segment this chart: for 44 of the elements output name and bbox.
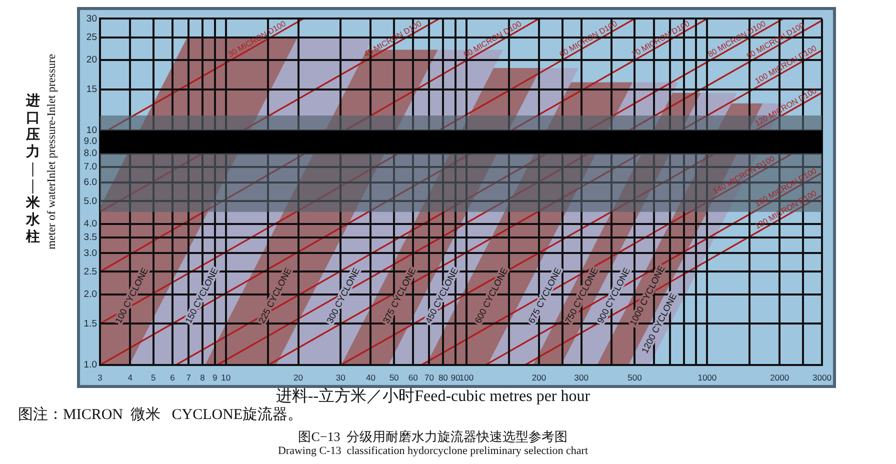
y-tick-label: 15 xyxy=(86,84,97,95)
text: 图C−13 分级用耐磨水力旋流器快速选型参考图 xyxy=(298,428,568,446)
x-tick-label: 40 xyxy=(366,372,376,382)
y-tick-label: 1.0 xyxy=(84,360,97,371)
x-tick-label: 50 xyxy=(389,372,400,382)
x-tick-label: 300 xyxy=(574,372,589,382)
x-tick-label: 30 xyxy=(336,372,346,382)
y-tick-label: 8.0 xyxy=(84,148,97,159)
x-tick-label: 10 xyxy=(221,372,231,382)
x-tick-label: 3 xyxy=(98,372,103,382)
y-tick-label: 5.0 xyxy=(84,196,97,207)
x-tick-label: 100 xyxy=(459,372,474,382)
y-tick-label: 7.0 xyxy=(84,162,97,172)
x-tick-label: 8 xyxy=(200,372,206,382)
y-tick-label: 4.0 xyxy=(84,218,97,230)
text: Drawing C-13 classification hydorcyclone preliminary selection chart xyxy=(278,445,588,457)
y-tick-label: 2.5 xyxy=(84,266,97,278)
text: 图注：MICRON 微米 CYCLONE旋流器。 xyxy=(18,405,303,424)
y-tick-label: 10 xyxy=(86,125,97,136)
y-tick-label: 9.0 xyxy=(84,136,97,147)
x-tick-label: 7 xyxy=(186,372,192,382)
x-tick-label: 200 xyxy=(532,372,546,382)
x-tick-label: 5 xyxy=(151,372,156,382)
x-tick-label: 90 xyxy=(450,372,460,382)
x-tick-label: 3000 xyxy=(812,372,832,382)
x-tick-label: 20 xyxy=(294,372,304,382)
y-tick-label: 30 xyxy=(86,13,97,24)
y-tick-label: 25 xyxy=(86,32,97,43)
y-tick-label: 20 xyxy=(86,54,97,66)
x-tick-label: 60 xyxy=(408,372,418,382)
x-axis-title: 进料--立方米／小时Feed-cubic metres per hour xyxy=(276,386,590,407)
y-tick-label: 3.5 xyxy=(84,232,97,244)
x-tick-label: 70 xyxy=(424,372,434,382)
x-tick-label: 500 xyxy=(628,372,642,382)
x-tick-label: 9 xyxy=(212,372,218,382)
y-tick-label: 1.5 xyxy=(84,318,97,330)
x-tick-label: 2000 xyxy=(770,372,790,382)
x-tick-label: 80 xyxy=(438,372,448,382)
y-tick-label: 3.0 xyxy=(84,248,97,259)
x-tick-label: 6 xyxy=(170,372,176,382)
y-tick-label: 2.0 xyxy=(84,289,97,300)
y-tick-label: 6.0 xyxy=(84,177,97,188)
x-tick-label: 4 xyxy=(128,372,133,382)
x-tick-label: 1000 xyxy=(698,372,717,382)
